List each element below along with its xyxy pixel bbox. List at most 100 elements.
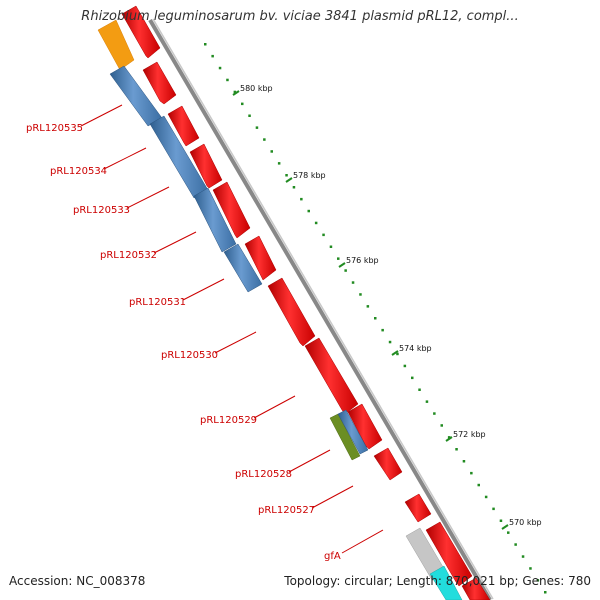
ruler-dot bbox=[285, 174, 288, 177]
gene-arrow[interactable] bbox=[267, 277, 316, 347]
gene-arrow[interactable] bbox=[212, 181, 251, 239]
ruler-dot bbox=[499, 519, 503, 522]
ruler-dot bbox=[329, 245, 333, 248]
ruler-dot bbox=[425, 400, 429, 403]
ruler-dot bbox=[322, 233, 325, 237]
gene-label[interactable]: pRL120531 bbox=[129, 297, 186, 308]
gene-label[interactable]: pRL120527 bbox=[258, 505, 315, 516]
ruler-dot bbox=[277, 162, 281, 165]
backbone-line-highlight bbox=[152, 18, 494, 600]
blue-feature[interactable] bbox=[337, 409, 369, 455]
label-leader-line bbox=[214, 331, 257, 354]
gene-arrow[interactable] bbox=[347, 403, 383, 450]
ruler-dot bbox=[403, 364, 407, 368]
ruler-dot bbox=[255, 126, 259, 129]
gene-label[interactable]: pRL120535 bbox=[26, 123, 83, 134]
ruler-dot bbox=[396, 352, 399, 356]
gene-arrow[interactable] bbox=[142, 61, 177, 105]
topology-text: Topology: circular; Length: 870,021 bp; … bbox=[284, 574, 591, 588]
ruler-dot bbox=[366, 305, 370, 308]
gene-arrow[interactable] bbox=[404, 493, 432, 523]
backbone-line bbox=[148, 18, 492, 600]
cyan-feature[interactable] bbox=[429, 565, 463, 600]
ruler-dot bbox=[307, 209, 310, 213]
gene-label[interactable]: pRL120533 bbox=[73, 205, 130, 216]
ruler-dot bbox=[529, 567, 532, 570]
ruler-dot bbox=[241, 102, 244, 106]
ruler-dot bbox=[388, 340, 392, 344]
gene-arrow[interactable] bbox=[461, 577, 491, 600]
ruler-tick-label: 570 kbp bbox=[509, 518, 542, 527]
ruler-tick-label: 574 kbp bbox=[399, 344, 432, 353]
gene-arrow[interactable] bbox=[304, 337, 359, 415]
gene-label[interactable]: gfA bbox=[324, 551, 341, 562]
ruler-tick-label: 580 kbp bbox=[240, 84, 273, 93]
gene-arrow[interactable] bbox=[121, 5, 161, 59]
label-leader-line bbox=[311, 485, 354, 509]
ruler-tick bbox=[338, 262, 346, 268]
ruler-dot bbox=[233, 90, 237, 94]
ruler-dot bbox=[218, 66, 222, 70]
ruler-dot bbox=[455, 448, 458, 451]
ruler-dot bbox=[536, 579, 540, 582]
ruler-dot bbox=[204, 43, 207, 46]
ruler-tick-label: 572 kbp bbox=[453, 430, 486, 439]
ruler-tick bbox=[445, 436, 453, 442]
ruler-dot bbox=[521, 555, 525, 558]
gene-label[interactable]: pRL120532 bbox=[100, 250, 157, 261]
ruler-tick-label: 578 kbp bbox=[293, 171, 326, 180]
ruler-dot bbox=[492, 507, 495, 511]
gene-arrow[interactable] bbox=[373, 447, 403, 481]
ruler: 580 kbp 578 kbp 576 kbp 574 kbp 572 kbp 570 k… bbox=[204, 43, 547, 594]
ruler-dot bbox=[300, 197, 303, 201]
label-leader-line bbox=[341, 529, 384, 554]
label-leader-line bbox=[80, 104, 123, 127]
ruler-dot bbox=[337, 257, 340, 260]
blue-feature[interactable] bbox=[223, 243, 263, 293]
ruler-dot bbox=[440, 424, 443, 427]
ruler-dot bbox=[447, 436, 451, 439]
ruler-dot bbox=[544, 591, 547, 594]
gene-arrow[interactable] bbox=[189, 143, 223, 189]
ruler-tick bbox=[285, 177, 293, 183]
label-leader-line bbox=[126, 186, 170, 209]
ruler-dot bbox=[359, 293, 362, 296]
ruler-dot bbox=[411, 376, 414, 380]
ruler-dot bbox=[270, 150, 273, 153]
ruler-dot bbox=[292, 186, 296, 189]
ruler-tick bbox=[501, 524, 509, 530]
blue-feature[interactable] bbox=[193, 187, 237, 253]
ruler-tick bbox=[391, 350, 399, 356]
ruler-tick bbox=[232, 90, 240, 96]
olive-feature[interactable] bbox=[329, 413, 361, 461]
ruler-dot bbox=[226, 78, 229, 82]
ruler-dot bbox=[507, 531, 510, 534]
ruler-dot bbox=[351, 281, 355, 284]
gene-arrow[interactable] bbox=[425, 521, 473, 587]
gene-label[interactable]: pRL120528 bbox=[235, 469, 292, 480]
gene-arrow[interactable] bbox=[167, 105, 200, 147]
label-leader-line bbox=[288, 449, 331, 473]
label-leader-line bbox=[253, 395, 296, 419]
gene-label[interactable]: pRL120530 bbox=[161, 350, 218, 361]
gene-arrow[interactable] bbox=[244, 235, 277, 281]
gene-label[interactable]: pRL120529 bbox=[200, 415, 257, 426]
label-leader-line bbox=[153, 231, 197, 254]
ruler-dot bbox=[433, 412, 436, 415]
ruler-dot bbox=[484, 495, 488, 499]
ruler-dot bbox=[418, 388, 421, 391]
ruler-dot bbox=[477, 483, 480, 487]
orange-feature[interactable] bbox=[97, 19, 135, 71]
ruler-dot bbox=[344, 269, 347, 272]
ruler-dot bbox=[314, 221, 318, 225]
map-title: Rhizobium leguminosarum bv. viciae 3841 … bbox=[81, 9, 519, 24]
ruler-dot bbox=[514, 543, 517, 546]
gene-label[interactable]: pRL120534 bbox=[50, 166, 107, 177]
label-leader-line bbox=[103, 147, 147, 170]
ruler-dot bbox=[374, 317, 377, 320]
gene-labels: pRL120535 pRL120534 pRL120533 pRL120532 pRL1… bbox=[26, 104, 384, 562]
accession-text: Accession: NC_008378 bbox=[9, 574, 146, 588]
ruler-dot bbox=[263, 138, 266, 141]
ruler-dot bbox=[248, 114, 251, 117]
